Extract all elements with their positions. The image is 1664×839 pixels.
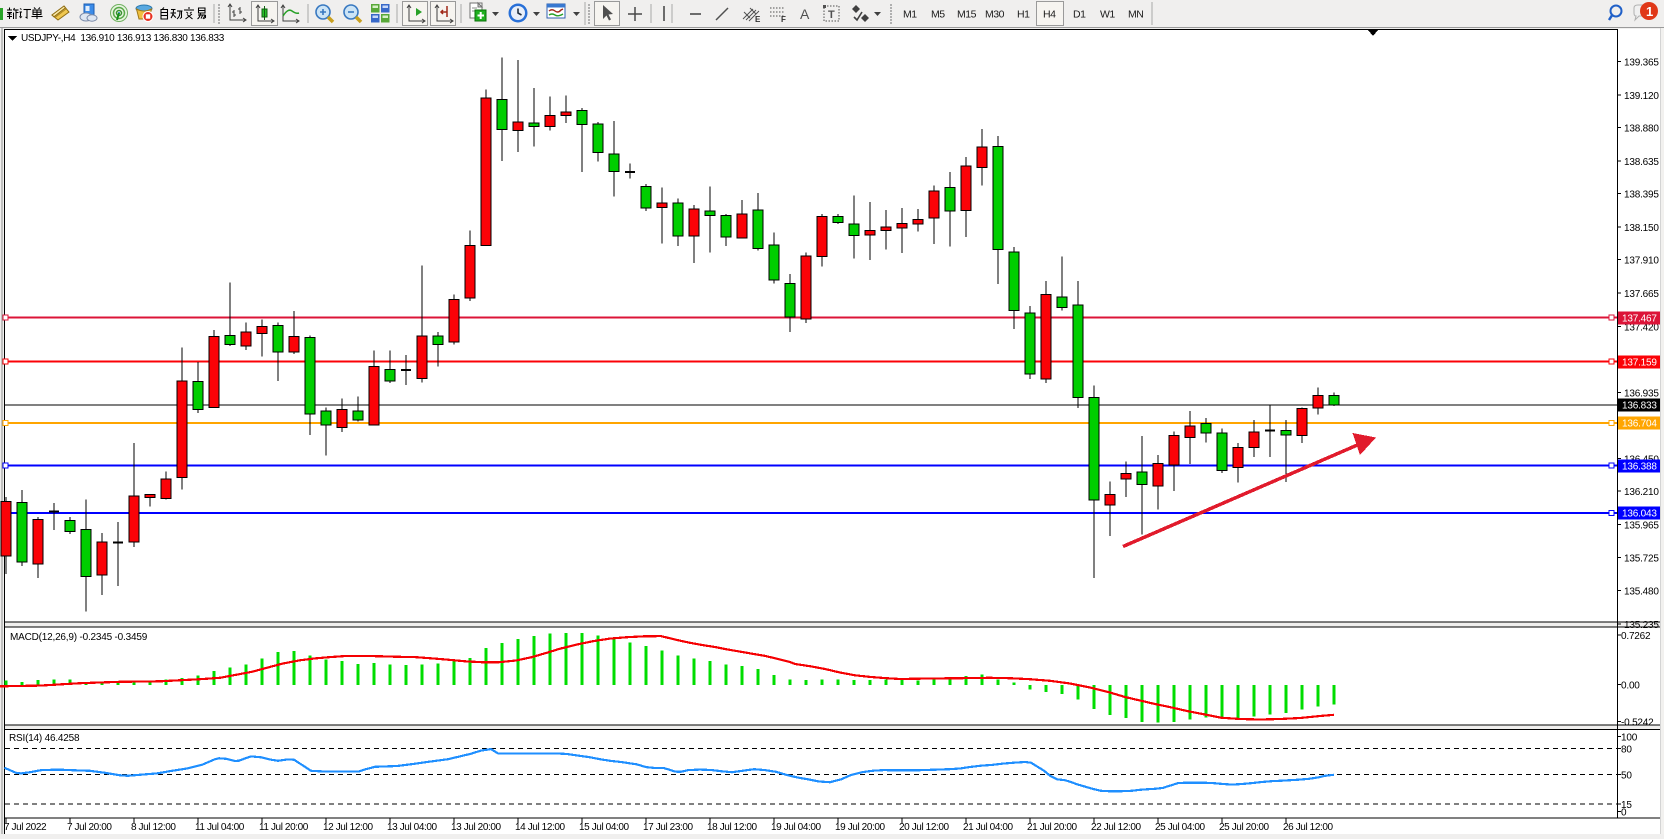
- svg-text:0.00: 0.00: [1621, 680, 1640, 691]
- svg-text:W1: W1: [1100, 9, 1115, 21]
- svg-text:H1: H1: [1017, 9, 1030, 21]
- svg-text:H4: H4: [1043, 9, 1056, 21]
- svg-text:138.880: 138.880: [1624, 124, 1659, 135]
- svg-text:26 Jul 12:00: 26 Jul 12:00: [1283, 822, 1334, 833]
- svg-text:135.480: 135.480: [1624, 587, 1659, 598]
- svg-text:138.635: 138.635: [1624, 157, 1659, 168]
- svg-text:7 Jul 2022: 7 Jul 2022: [4, 822, 47, 833]
- svg-text:0: 0: [1621, 808, 1627, 819]
- svg-text:13 Jul 04:00: 13 Jul 04:00: [387, 822, 438, 833]
- svg-text:14 Jul 12:00: 14 Jul 12:00: [515, 822, 566, 833]
- svg-text:MACD(12,26,9) -0.2345 -0.3459: MACD(12,26,9) -0.2345 -0.3459: [10, 632, 148, 643]
- svg-text:136.833: 136.833: [1622, 401, 1657, 412]
- svg-text:136.388: 136.388: [1622, 462, 1657, 473]
- svg-text:25 Jul 04:00: 25 Jul 04:00: [1155, 822, 1206, 833]
- svg-text:50: 50: [1621, 770, 1632, 781]
- svg-text:0.7262: 0.7262: [1621, 631, 1651, 642]
- svg-text:80: 80: [1621, 745, 1632, 756]
- svg-text:15: 15: [1621, 800, 1632, 811]
- svg-text:MN: MN: [1128, 9, 1143, 21]
- svg-text:135.965: 135.965: [1624, 521, 1659, 532]
- svg-text:-0.5242: -0.5242: [1621, 718, 1654, 729]
- svg-text:RSI(14) 46.4258: RSI(14) 46.4258: [9, 733, 80, 744]
- svg-text:136.043: 136.043: [1622, 509, 1657, 520]
- svg-text:D1: D1: [1073, 9, 1086, 21]
- svg-text:11 Jul 20:00: 11 Jul 20:00: [259, 822, 309, 833]
- svg-text:19 Jul 04:00: 19 Jul 04:00: [771, 822, 822, 833]
- svg-text:22 Jul 12:00: 22 Jul 12:00: [1091, 822, 1142, 833]
- svg-text:1: 1: [1646, 4, 1653, 19]
- svg-text:136.704: 136.704: [1622, 419, 1657, 430]
- svg-text:136.935: 136.935: [1624, 389, 1659, 400]
- svg-text:A: A: [800, 6, 810, 22]
- svg-text:25 Jul 20:00: 25 Jul 20:00: [1219, 822, 1270, 833]
- svg-text:135.235: 135.235: [1624, 620, 1659, 631]
- svg-text:21 Jul 20:00: 21 Jul 20:00: [1027, 822, 1078, 833]
- svg-text:8 Jul 12:00: 8 Jul 12:00: [131, 822, 176, 833]
- svg-text:137.159: 137.159: [1622, 358, 1657, 369]
- svg-text:136.210: 136.210: [1624, 487, 1659, 498]
- svg-text:137.420: 137.420: [1624, 322, 1659, 333]
- svg-text:135.725: 135.725: [1624, 553, 1659, 564]
- svg-text:F: F: [781, 15, 786, 24]
- svg-text:100: 100: [1621, 733, 1638, 744]
- svg-text:M1: M1: [903, 9, 917, 21]
- svg-text:13 Jul 20:00: 13 Jul 20:00: [451, 822, 502, 833]
- svg-text:137.910: 137.910: [1624, 256, 1659, 267]
- svg-text:139.365: 139.365: [1624, 58, 1659, 69]
- svg-text:T: T: [828, 9, 835, 21]
- svg-text:M30: M30: [985, 9, 1005, 21]
- svg-text:21 Jul 04:00: 21 Jul 04:00: [963, 822, 1014, 833]
- svg-text:15 Jul 04:00: 15 Jul 04:00: [579, 822, 630, 833]
- svg-text:12 Jul 12:00: 12 Jul 12:00: [323, 822, 374, 833]
- svg-text:7 Jul 20:00: 7 Jul 20:00: [67, 822, 112, 833]
- svg-text:19 Jul 20:00: 19 Jul 20:00: [835, 822, 886, 833]
- svg-text:17 Jul 23:00: 17 Jul 23:00: [643, 822, 694, 833]
- svg-text:M15: M15: [957, 9, 977, 21]
- svg-text:18 Jul 12:00: 18 Jul 12:00: [707, 822, 758, 833]
- svg-text:USDJPY-,H4 136.910 136.913 13: USDJPY-,H4 136.910 136.913 136.830 136.8…: [21, 33, 225, 44]
- svg-text:137.467: 137.467: [1622, 314, 1657, 325]
- svg-text:138.150: 138.150: [1624, 223, 1659, 234]
- svg-text:20 Jul 12:00: 20 Jul 12:00: [899, 822, 950, 833]
- svg-text:11 Jul 04:00: 11 Jul 04:00: [195, 822, 245, 833]
- svg-text:E: E: [755, 15, 761, 24]
- svg-text:138.395: 138.395: [1624, 190, 1659, 201]
- svg-text:139.120: 139.120: [1624, 91, 1659, 102]
- svg-text:137.665: 137.665: [1624, 289, 1659, 300]
- svg-text:M5: M5: [931, 9, 945, 21]
